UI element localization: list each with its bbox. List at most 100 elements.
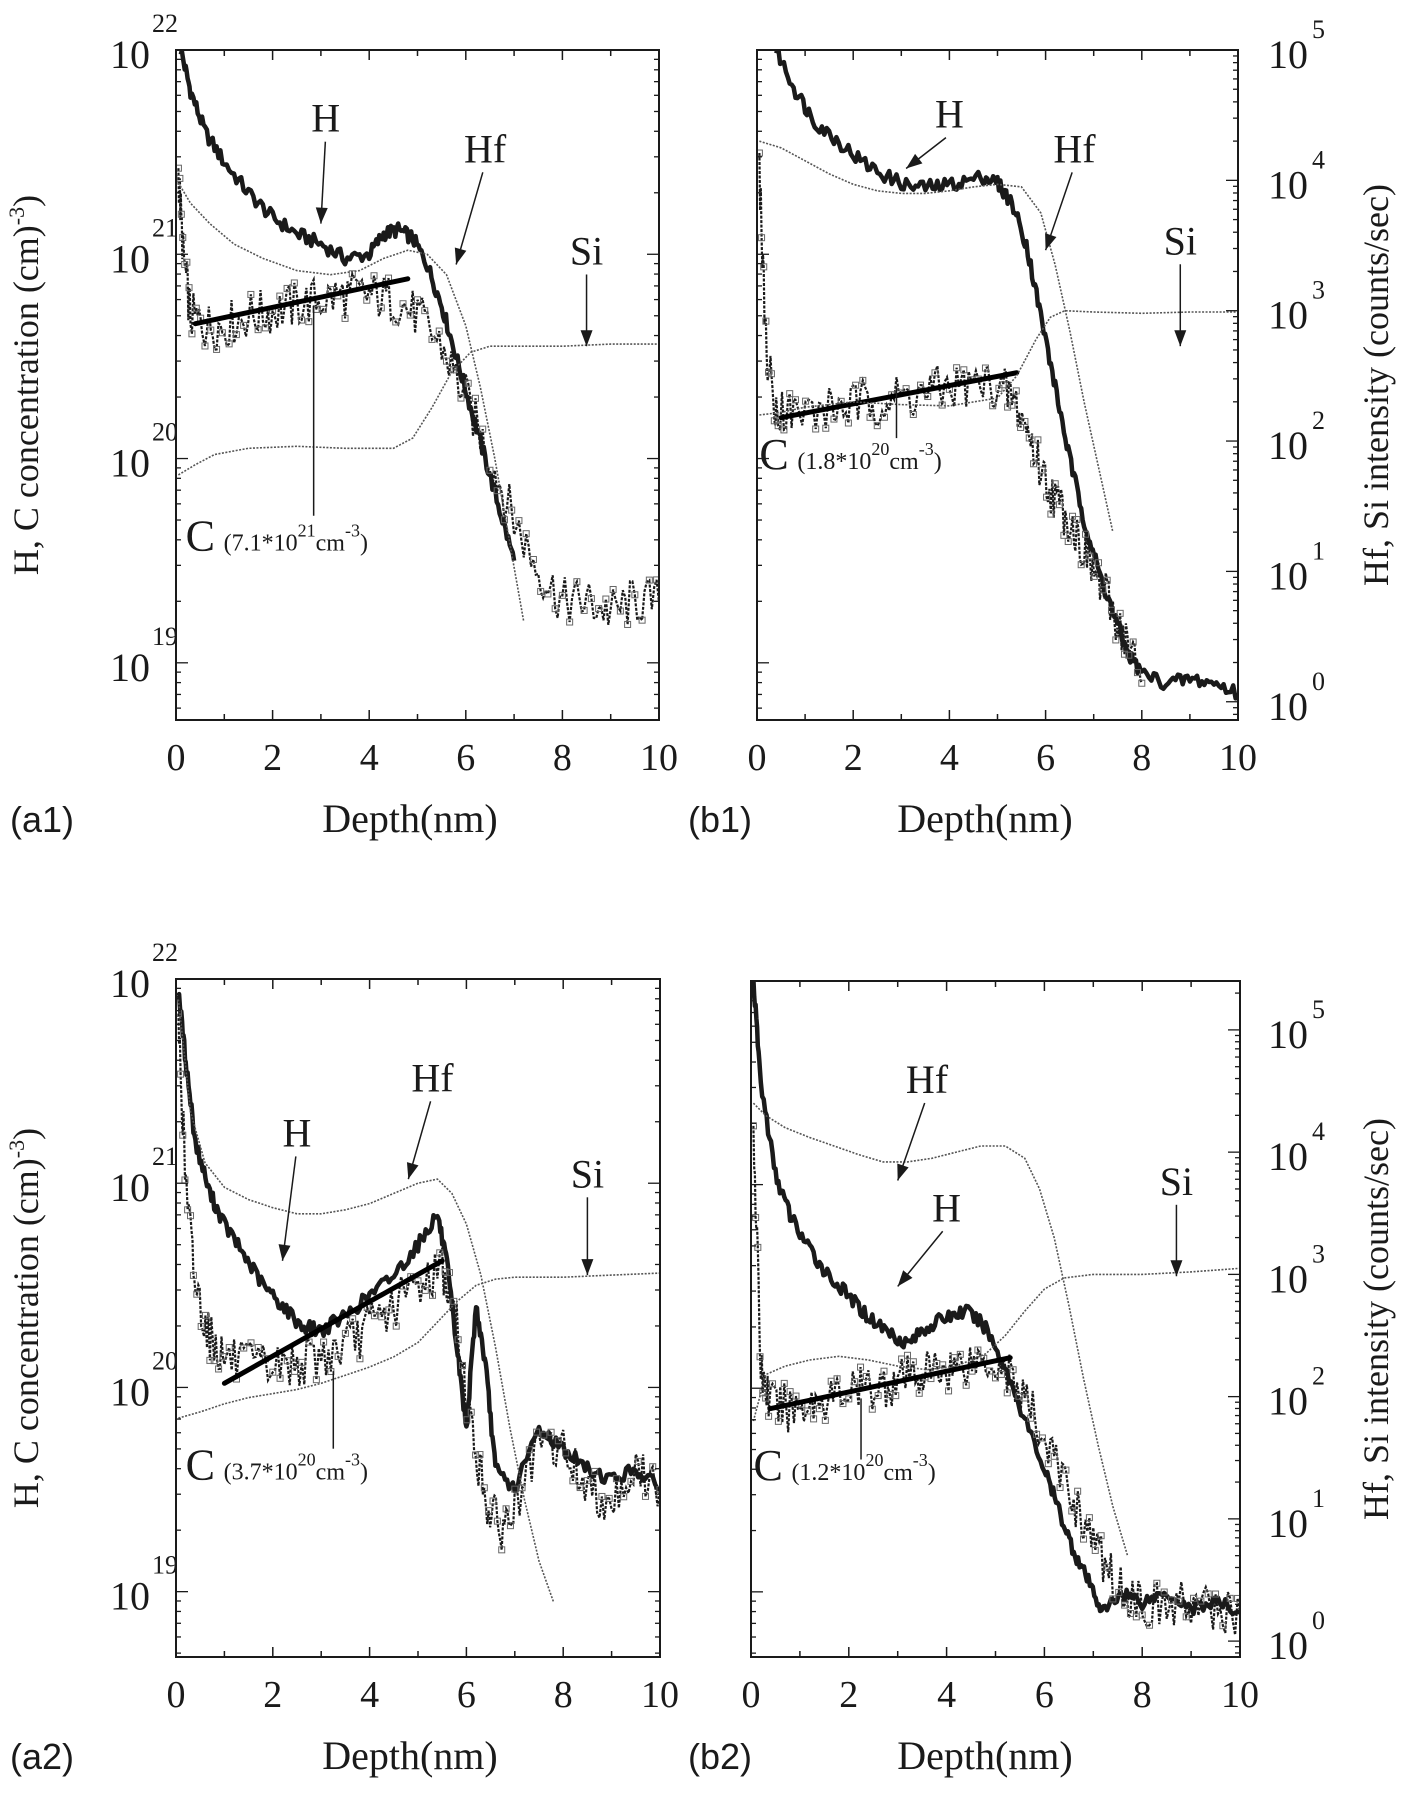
- data-marker: [1086, 552, 1094, 560]
- panel-label: (b1): [688, 799, 752, 840]
- data-marker: [1056, 501, 1064, 509]
- data-marker: [508, 506, 516, 514]
- data-marker: [240, 1344, 248, 1352]
- x-axis-title: Depth(nm): [322, 1733, 498, 1778]
- y-tick-label-exponent: 0: [1312, 1606, 1325, 1635]
- annotation-h-label: H: [283, 1110, 312, 1155]
- x-tick-label: 4: [940, 737, 959, 779]
- data-marker: [554, 1437, 562, 1445]
- data-marker: [1080, 1535, 1088, 1543]
- data-marker: [1012, 387, 1020, 395]
- data-marker: [873, 422, 881, 430]
- data-marker: [370, 272, 378, 280]
- x-tick-label: 10: [1219, 737, 1257, 779]
- y-tick-label-base: 10: [110, 1574, 150, 1619]
- data-marker: [810, 1415, 818, 1423]
- data-marker: [261, 324, 269, 332]
- data-marker: [892, 1392, 900, 1400]
- plot-frame: [175, 49, 660, 721]
- y-tick-label-base: 10: [110, 236, 150, 281]
- y-tick-label-base: 10: [1268, 423, 1308, 468]
- series-si-line: [177, 343, 659, 476]
- series-c-fit-line: [768, 1355, 1013, 1412]
- data-marker: [442, 357, 450, 365]
- x-tick-label: 6: [456, 737, 475, 779]
- series-hf-line: [759, 140, 1114, 533]
- data-marker: [780, 426, 788, 434]
- annotation-c-value: (1.2*1020cm-3): [791, 1450, 935, 1486]
- y-tick-label-exponent: 2: [1312, 406, 1325, 435]
- x-tick-label: 6: [1035, 1674, 1054, 1716]
- data-marker: [225, 340, 233, 348]
- data-marker: [1064, 538, 1072, 546]
- arrowhead-icon: [897, 1270, 913, 1287]
- arrowhead-icon: [906, 153, 923, 169]
- data-marker: [1027, 1414, 1035, 1422]
- data-marker: [479, 425, 487, 433]
- data-marker: [1021, 1394, 1029, 1402]
- data-marker: [493, 1517, 501, 1525]
- annotation-si-label: Si: [1164, 218, 1197, 263]
- data-marker: [995, 384, 1003, 392]
- x-tick-label: 10: [1221, 1674, 1259, 1716]
- data-marker: [1129, 638, 1137, 646]
- x-tick-label: 4: [937, 1674, 956, 1716]
- annotation-h-label: H: [311, 96, 340, 141]
- data-marker: [1138, 679, 1146, 687]
- data-marker: [525, 1446, 533, 1454]
- data-marker: [754, 1243, 762, 1251]
- annotation-si-label: Si: [570, 228, 603, 273]
- data-marker: [406, 311, 414, 319]
- x-tick-label: 10: [641, 1674, 679, 1716]
- data-marker: [1038, 466, 1046, 474]
- annotation-h-label: H: [932, 1185, 961, 1230]
- data-marker: [441, 1268, 449, 1276]
- data-marker: [1021, 417, 1029, 425]
- data-marker: [1062, 1466, 1070, 1474]
- data-marker: [506, 1522, 514, 1530]
- data-marker: [206, 1356, 214, 1364]
- data-marker: [544, 590, 552, 598]
- series-c-line: [177, 1013, 660, 1550]
- data-marker: [377, 304, 385, 312]
- data-marker: [283, 1357, 291, 1365]
- data-marker: [414, 1277, 422, 1285]
- arrowhead-icon: [1174, 330, 1187, 347]
- data-marker: [960, 366, 968, 374]
- y-tick-label-base: 10: [110, 441, 150, 486]
- data-marker: [857, 1363, 865, 1371]
- x-tick-label: 8: [1133, 1674, 1152, 1716]
- data-marker: [457, 394, 465, 402]
- data-marker: [498, 1546, 506, 1554]
- y-tick-label-exponent: 4: [1312, 1117, 1325, 1146]
- data-marker: [931, 369, 939, 377]
- data-marker: [445, 1269, 453, 1277]
- data-marker: [540, 1431, 548, 1439]
- data-marker: [334, 1352, 342, 1360]
- annotation-c-value: (3.7*1020cm-3): [224, 1449, 368, 1485]
- data-marker: [758, 234, 766, 242]
- data-marker: [276, 1374, 284, 1382]
- data-marker: [774, 422, 782, 430]
- data-marker: [953, 364, 961, 372]
- data-marker: [1146, 1621, 1154, 1629]
- data-marker: [1116, 609, 1124, 617]
- data-marker: [522, 530, 530, 538]
- arrowhead-icon: [1045, 233, 1057, 251]
- data-marker: [385, 1306, 393, 1314]
- data-marker: [576, 1484, 584, 1492]
- plot-frame: [750, 980, 1241, 1658]
- y-tick-label-exponent: 1: [1312, 1484, 1325, 1513]
- data-marker: [254, 1343, 262, 1351]
- data-marker: [1051, 480, 1059, 488]
- series-c-line: [758, 152, 1143, 684]
- y-axis-title-left: H, C concentration (cm)-3): [4, 1128, 46, 1508]
- data-marker: [851, 1378, 859, 1386]
- data-marker: [551, 605, 559, 613]
- data-marker: [765, 1412, 773, 1420]
- data-marker: [298, 1358, 306, 1366]
- x-tick-label: 2: [263, 737, 282, 779]
- data-marker: [463, 1416, 471, 1424]
